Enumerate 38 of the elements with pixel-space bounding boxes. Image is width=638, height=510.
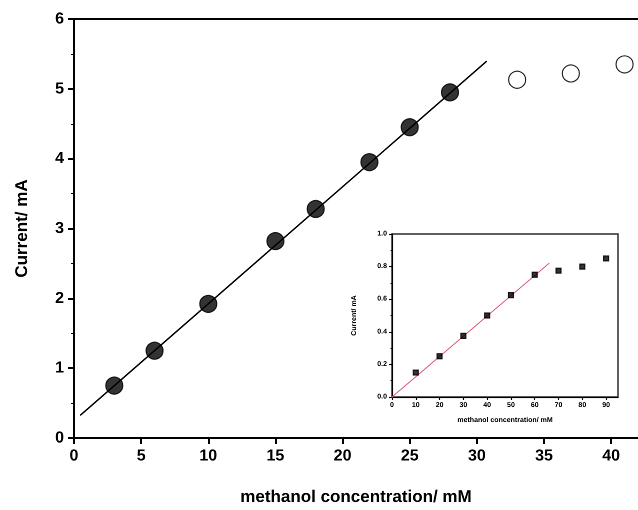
y-tick-label: 2 bbox=[55, 290, 64, 307]
point bbox=[508, 70, 526, 89]
x-tick-label: 35 bbox=[535, 448, 553, 464]
x-tick-label: 15 bbox=[266, 448, 284, 464]
x-tick-label: 20 bbox=[334, 448, 352, 464]
x-tick-label: 0 bbox=[70, 448, 79, 464]
y-tick-label: 5 bbox=[55, 80, 64, 98]
point bbox=[615, 55, 634, 74]
point bbox=[579, 264, 586, 270]
y-tick-label: 4 bbox=[55, 150, 64, 168]
point bbox=[105, 376, 124, 395]
point bbox=[145, 342, 164, 360]
point bbox=[440, 83, 460, 102]
point bbox=[603, 255, 610, 262]
y-axis-title: Current/ mA bbox=[12, 179, 31, 278]
point bbox=[199, 294, 218, 314]
point bbox=[562, 64, 580, 83]
point bbox=[460, 332, 466, 339]
point bbox=[360, 153, 379, 172]
point bbox=[508, 292, 514, 298]
y-tick-label: 0 bbox=[55, 430, 64, 446]
x-tick-label: 10 bbox=[199, 448, 218, 464]
y-tick-label: 3 bbox=[55, 220, 64, 237]
point bbox=[484, 312, 490, 319]
x-tick-label: 5 bbox=[136, 448, 146, 464]
point bbox=[306, 200, 325, 218]
x-tick-label: 25 bbox=[400, 448, 419, 464]
x-tick-label: 40 bbox=[602, 448, 620, 464]
x-tick-label: 30 bbox=[468, 448, 486, 464]
point bbox=[532, 272, 538, 278]
y-tick-label: 1 bbox=[55, 360, 64, 377]
point bbox=[400, 118, 419, 136]
point bbox=[412, 369, 419, 376]
x-axis-title: methanol concentration/ mM bbox=[240, 487, 472, 506]
point bbox=[436, 353, 443, 360]
y-tick-label: 6 bbox=[55, 10, 64, 28]
point bbox=[266, 232, 285, 250]
point bbox=[555, 268, 562, 274]
